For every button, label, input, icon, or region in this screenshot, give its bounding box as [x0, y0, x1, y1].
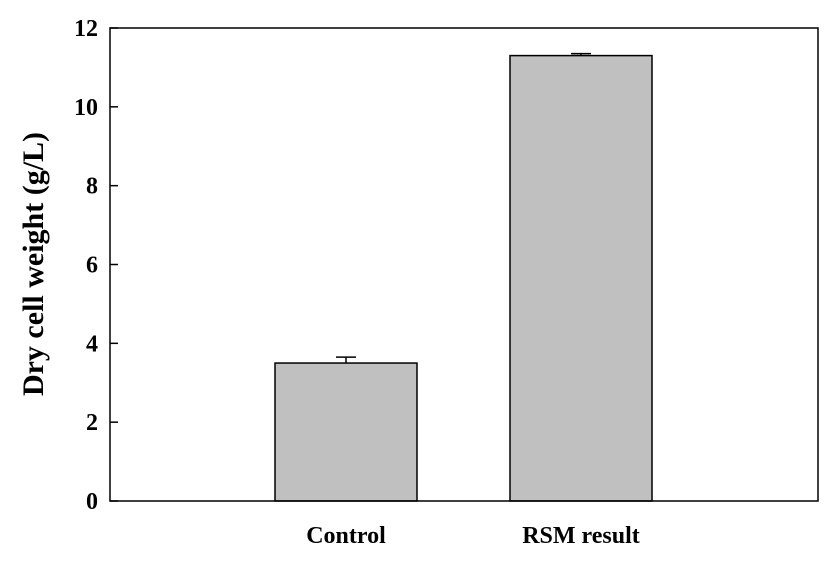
y-tick-label: 2 — [86, 410, 98, 436]
y-tick-label: 12 — [74, 16, 98, 42]
y-axis-ticks: 0 2 4 6 8 10 12 — [74, 16, 118, 515]
y-tick-label: 10 — [74, 95, 98, 121]
x-category-label: RSM result — [522, 523, 640, 549]
bars-layer — [274, 54, 653, 502]
x-category-label: Control — [306, 523, 386, 549]
error-bars-layer — [336, 52, 591, 364]
y-tick-label: 8 — [86, 174, 98, 200]
y-axis-title: Dry cell weight (g/L) — [17, 132, 50, 396]
x-axis-labels: Control RSM result — [306, 523, 640, 549]
y-tick-label: 4 — [86, 331, 98, 357]
y-tick-label: 6 — [86, 253, 98, 279]
bar — [509, 54, 653, 502]
plot-area-frame — [109, 27, 819, 502]
bar — [274, 362, 418, 502]
y-tick-label: 0 — [86, 489, 98, 515]
